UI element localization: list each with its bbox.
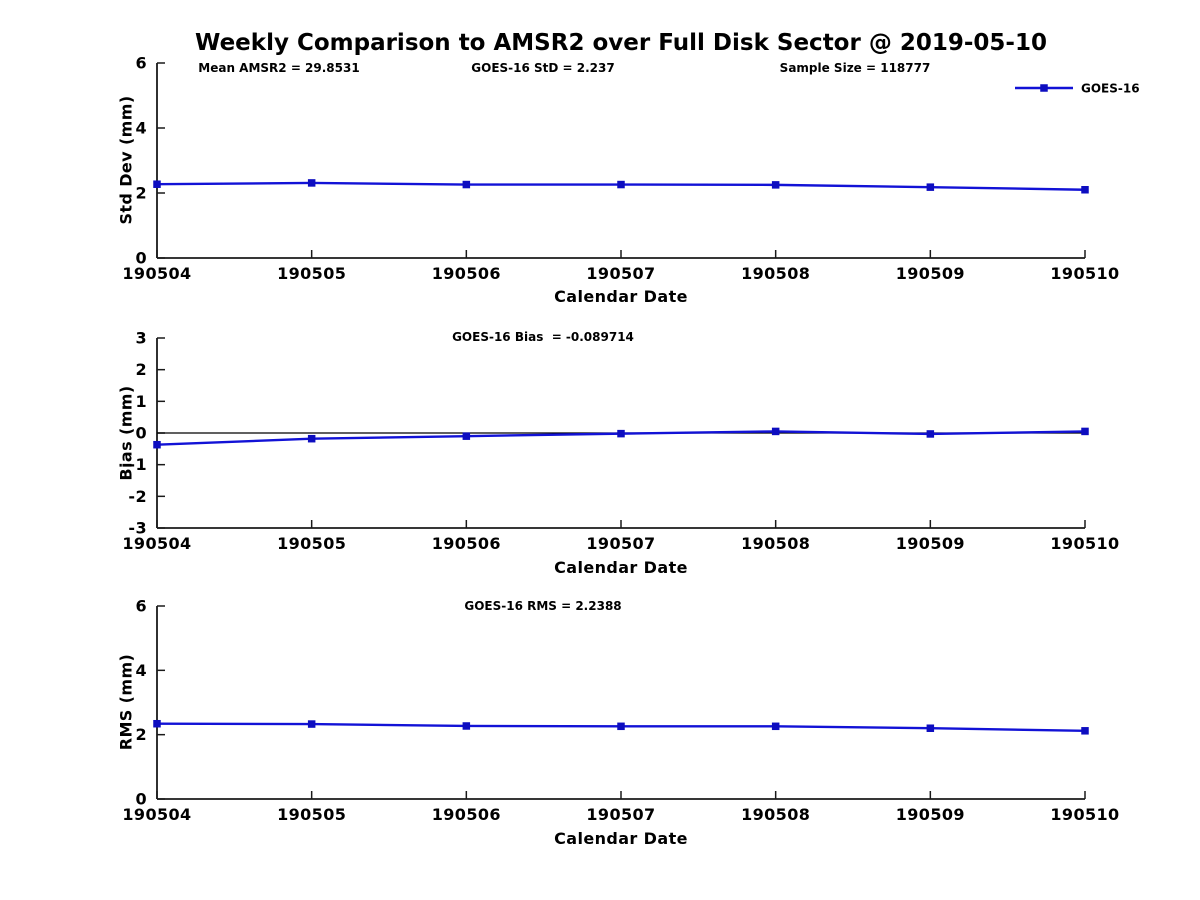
std-dev-y-tick-label: 0 (135, 249, 147, 268)
std-dev-y-tick-label: 6 (135, 54, 147, 73)
bias-x-tick-label: 190505 (277, 534, 346, 553)
rms-y-tick-label: 6 (135, 597, 147, 616)
bias-data-marker (153, 440, 161, 449)
std-dev-y-tick-label: 2 (135, 184, 147, 203)
rms-x-tick-label: 190505 (277, 805, 346, 824)
std-dev-data-marker (617, 180, 625, 189)
stddev-y-axis-label: Std Dev (mm) (116, 95, 136, 225)
std-dev-data-marker (926, 183, 935, 191)
std-dev-x-tick-label: 190510 (1050, 264, 1119, 283)
bias-x-axis-label: Calendar Date (554, 558, 688, 577)
rms-data-marker (462, 722, 471, 730)
legend-label: GOES-16 (1081, 82, 1140, 96)
std-dev-panel: 0 2 4 6 190504 190505 190506 190507 190508 190509… (122, 54, 1139, 284)
figure-title: Weekly Comparison to AMSR2 over Full Dis… (195, 30, 1047, 56)
rms-y-axis-label: RMS (mm) (116, 653, 136, 751)
rms-y-tick-label: 0 (135, 790, 147, 809)
bias-data-marker (771, 427, 780, 436)
bias-y-tick-label: 3 (135, 329, 147, 348)
bias-y-tick-label: 0 (135, 424, 147, 443)
bias-y-tick-label: 1 (135, 392, 147, 411)
bias-y-tick-label: -3 (128, 519, 147, 538)
bias-data-marker (926, 430, 935, 438)
bias-x-tick-label: 190508 (741, 534, 810, 553)
annotation-goes16-rms: GOES-16 RMS = 2.2388 (464, 599, 622, 613)
std-dev-data-marker (462, 180, 471, 189)
rms-y-tick-label: 2 (135, 725, 147, 744)
rms-x-tick-label: 190506 (432, 805, 501, 824)
legend: GOES-16 (1015, 82, 1140, 96)
std-dev-data-marker (1081, 186, 1089, 194)
std-dev-x-tick-label: 190504 (122, 264, 191, 283)
legend-marker-sample (1040, 84, 1048, 92)
rms-panel: 0 2 4 6 190504 190505 190506 190507 190508 190509… (122, 597, 1119, 825)
rms-x-tick-label: 190510 (1050, 805, 1119, 824)
rms-data-marker (307, 720, 316, 728)
std-dev-data-marker (153, 180, 161, 188)
bias-data-marker (1081, 427, 1089, 436)
rms-data-marker (926, 724, 935, 732)
rms-x-tick-label: 190507 (586, 805, 655, 824)
annotation-goes16-std: GOES-16 StD = 2.237 (471, 61, 615, 75)
rms-data-marker (617, 722, 625, 731)
bias-data-marker (307, 434, 316, 443)
bias-data-marker (617, 429, 625, 438)
bias-x-tick-label: 190509 (896, 534, 965, 553)
std-dev-data-marker (307, 179, 316, 187)
std-dev-x-tick-label: 190509 (896, 264, 965, 283)
annotation-goes16-bias: GOES-16 Bias = -0.089714 (452, 330, 634, 344)
bias-x-tick-label: 190510 (1050, 534, 1119, 553)
rms-y-tick-label: 4 (135, 661, 147, 680)
annotation-mean-amsr2: Mean AMSR2 = 29.8531 (198, 61, 360, 75)
std-dev-y-tick-label: 4 (135, 119, 147, 138)
bias-y-axis-label: Bias (mm) (116, 385, 136, 481)
rms-x-axis-label: Calendar Date (554, 829, 688, 848)
rms-data-marker (771, 722, 780, 731)
stddev-x-axis-label: Calendar Date (554, 287, 688, 306)
rms-x-tick-label: 190509 (896, 805, 965, 824)
bias-x-tick-label: 190507 (586, 534, 655, 553)
bias-x-tick-label: 190506 (432, 534, 501, 553)
std-dev-x-tick-label: 190505 (277, 264, 346, 283)
rms-x-tick-label: 190508 (741, 805, 810, 824)
bias-y-tick-label: 2 (135, 360, 147, 379)
bias-x-tick-label: 190504 (122, 534, 191, 553)
annotation-sample-size: Sample Size = 118777 (779, 61, 931, 75)
std-dev-x-tick-label: 190507 (586, 264, 655, 283)
bias-y-tick-label: -1 (128, 455, 147, 474)
rms-x-tick-label: 190504 (122, 805, 191, 824)
rms-data-marker (153, 719, 161, 728)
bias-data-marker (462, 432, 471, 440)
rms-data-marker (1081, 727, 1089, 735)
std-dev-x-tick-label: 190506 (432, 264, 501, 283)
std-dev-x-tick-label: 190508 (741, 264, 810, 283)
bias-y-tick-label: -2 (128, 487, 147, 506)
std-dev-data-marker (771, 181, 780, 189)
bias-panel: -3 -2 -1 0 1 2 3 190504 190505 190506 190507 190508… (122, 329, 1119, 554)
